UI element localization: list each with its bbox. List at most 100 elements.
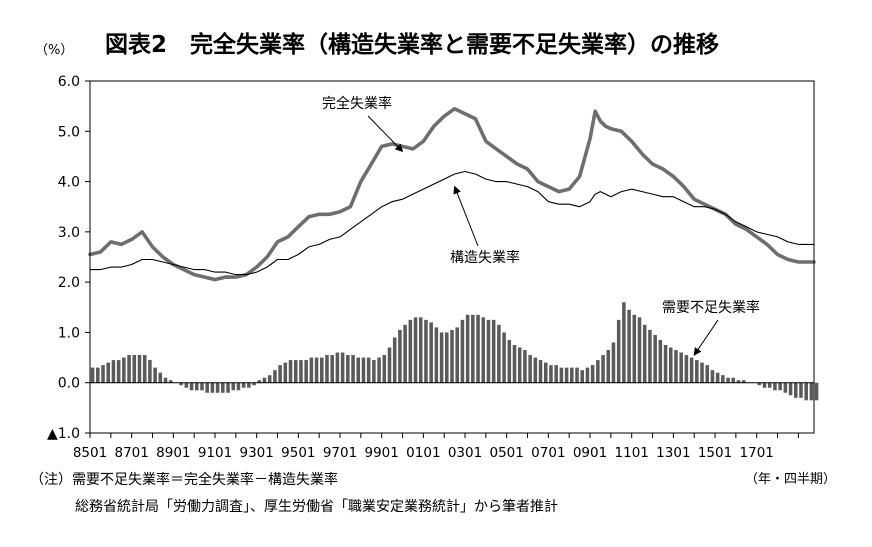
note-source: 総務省統計局「労働力調査」、厚生労働省「職業安定業務統計」から筆者推計 — [75, 499, 558, 515]
annotation-arrow — [693, 319, 719, 356]
x-tick-label: 9301 — [239, 445, 273, 461]
demand-bar — [695, 360, 699, 383]
x-tick-label: 1301 — [656, 445, 690, 461]
demand-bar — [96, 367, 100, 383]
annotation-total: 完全失業率 — [322, 95, 392, 112]
demand-bar — [804, 382, 808, 401]
demand-bar — [361, 357, 366, 383]
demand-bar — [606, 350, 611, 383]
demand-bar — [783, 382, 788, 393]
demand-bar — [715, 372, 720, 383]
demand-bar — [226, 382, 230, 393]
demand-bar — [575, 367, 579, 383]
demand-bar — [127, 355, 131, 383]
x-tick-label: 1701 — [740, 445, 774, 461]
demand-bar — [642, 324, 647, 383]
demand-bar — [247, 382, 251, 388]
demand-bar — [398, 329, 402, 383]
demand-bar — [585, 367, 590, 383]
demand-bar — [554, 365, 558, 383]
demand-bar — [424, 319, 428, 383]
x-tick-label: 0901 — [573, 445, 607, 461]
demand-bar — [231, 382, 236, 391]
x-tick-label: 8901 — [156, 445, 190, 461]
x-tick-label: 0701 — [531, 445, 565, 461]
demand-bar — [111, 360, 116, 383]
demand-bar — [450, 329, 454, 383]
demand-bar — [132, 355, 137, 383]
x-tick-label: 8501 — [73, 445, 107, 461]
demand-bar — [137, 355, 142, 383]
demand-bar — [460, 319, 465, 383]
demand-bar — [387, 347, 392, 383]
demand-bar — [653, 334, 657, 383]
demand-bar — [700, 362, 704, 383]
y-tick-label: 0.0 — [58, 376, 80, 392]
y-tick-label: 3.0 — [58, 225, 80, 241]
demand-bar — [731, 377, 736, 383]
demand-bar — [262, 377, 267, 383]
demand-bar — [721, 375, 725, 383]
demand-bar — [252, 382, 256, 386]
demand-bar — [116, 360, 121, 383]
y-tick-label: 4.0 — [58, 175, 80, 191]
demand-bar — [299, 360, 303, 383]
demand-bar — [814, 382, 819, 401]
demand-bar — [392, 337, 397, 383]
x-tick-label: 0301 — [448, 445, 482, 461]
annotation-structural: 構造失業率 — [450, 249, 520, 266]
demand-bar — [481, 317, 486, 383]
demand-bar — [429, 322, 433, 383]
demand-bar — [408, 319, 413, 383]
demand-bar — [632, 314, 637, 383]
demand-bar — [726, 377, 730, 383]
demand-bar — [377, 357, 381, 383]
demand-bar — [564, 367, 569, 383]
demand-bar — [418, 317, 423, 383]
x-tick-label: 8701 — [114, 445, 148, 461]
demand-bar — [267, 375, 272, 383]
demand-bar — [205, 382, 209, 393]
demand-bar — [163, 377, 168, 383]
demand-bar — [304, 360, 308, 383]
demand-bar — [637, 317, 642, 383]
demand-bar — [658, 339, 663, 383]
demand-bar — [293, 360, 298, 383]
demand-bar — [502, 332, 506, 383]
demand-bar — [523, 350, 527, 383]
demand-bar — [314, 357, 319, 383]
demand-bar — [689, 357, 694, 383]
demand-bar — [335, 352, 340, 383]
demand-bar — [455, 327, 459, 383]
demand-bar — [611, 342, 616, 383]
demand-bar — [684, 355, 689, 383]
demand-bar — [200, 382, 204, 391]
demand-bar — [663, 345, 668, 383]
demand-bar — [366, 357, 371, 383]
y-tick-label: 2.0 — [58, 275, 80, 291]
demand-bar — [278, 365, 282, 383]
chart-title: 図表2 完全失業率（構造失業率と需要不足失業率）の推移 — [105, 31, 719, 58]
x-tick-label: 9901 — [365, 445, 399, 461]
demand-bar — [210, 382, 215, 393]
demand-bar — [705, 365, 709, 383]
demand-bar — [736, 380, 741, 383]
demand-bar — [382, 355, 387, 383]
demand-bar — [538, 360, 543, 383]
demand-bar — [622, 302, 626, 383]
demand-bar — [757, 382, 762, 386]
y-tick-label: 5.0 — [58, 124, 80, 140]
plot-border — [89, 80, 815, 434]
demand-bar — [372, 360, 376, 383]
demand-bar — [346, 355, 350, 383]
demand-bar — [195, 382, 199, 391]
demand-bar — [809, 382, 814, 401]
demand-bar — [330, 355, 334, 383]
demand-bars — [90, 302, 819, 401]
x-tick-label: 0101 — [406, 445, 440, 461]
demand-bar — [590, 365, 595, 383]
demand-bar — [142, 355, 147, 383]
x-tick-label: 0501 — [490, 445, 524, 461]
